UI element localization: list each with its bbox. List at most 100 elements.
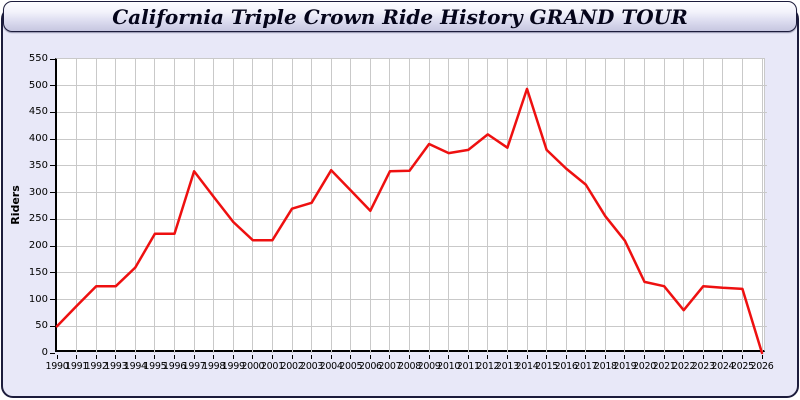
gridline-v [409, 59, 410, 353]
y-tick [50, 85, 55, 87]
x-tick-label: 2016 [554, 361, 578, 372]
chart-title: California Triple Crown Ride History GRA… [112, 4, 688, 29]
x-tick [174, 355, 175, 359]
y-tick-label: 450 [28, 106, 48, 118]
y-tick-label: 0 [41, 347, 48, 358]
gridline-v [487, 59, 489, 353]
x-tick-label: 2021 [652, 361, 676, 372]
x-tick [311, 355, 313, 359]
y-tick [50, 245, 55, 247]
gridline-v [467, 59, 469, 353]
gridline-h [57, 192, 767, 194]
x-tick [644, 355, 645, 359]
x-tick-label: 2006 [358, 361, 382, 372]
x-tick [604, 355, 606, 359]
x-tick-label: 1992 [84, 361, 108, 372]
y-tick [50, 325, 55, 327]
x-tick [193, 355, 195, 359]
y-tick [50, 272, 55, 274]
x-tick-label: 1998 [202, 361, 226, 372]
x-tick [291, 355, 293, 359]
x-tick [428, 355, 430, 359]
x-tick [350, 355, 352, 359]
x-tick [76, 355, 78, 359]
x-tick-label: 1991 [65, 361, 89, 372]
x-tick-label: 2007 [378, 361, 402, 372]
gridline-v [174, 59, 175, 353]
x-tick [663, 355, 665, 359]
x-tick-label: 2009 [417, 361, 441, 372]
gridline-v [663, 59, 665, 353]
gridline-v [644, 59, 645, 353]
x-tick [467, 355, 469, 359]
gridline-v [683, 59, 685, 353]
gridline-v [154, 59, 156, 353]
y-tick-label: 300 [28, 186, 48, 198]
x-tick-label: 2004 [319, 361, 343, 372]
gridline-v [330, 59, 332, 353]
gridline-v [213, 59, 215, 353]
gridline-h [57, 85, 767, 87]
x-tick [330, 355, 332, 359]
x-tick [624, 355, 626, 359]
x-tick-label: 2024 [711, 361, 735, 372]
gridline-v [252, 59, 254, 353]
x-tick-label: 2015 [535, 361, 559, 372]
y-tick-label: 500 [28, 79, 48, 91]
x-tick-label: 2000 [241, 361, 265, 372]
gridline-v [702, 59, 704, 353]
x-tick [683, 355, 685, 359]
x-tick-label: 1990 [45, 361, 69, 372]
x-tick-label: 2012 [476, 361, 500, 372]
gridline-v [193, 59, 195, 353]
x-tick-label: 2014 [515, 361, 539, 372]
x-tick [487, 355, 489, 359]
y-tick [50, 352, 55, 354]
gridline-h [57, 111, 767, 113]
x-tick [585, 355, 587, 359]
x-tick [506, 355, 508, 359]
y-tick-label: 100 [28, 293, 48, 305]
x-tick-label: 2026 [750, 361, 774, 372]
gridline-v [389, 59, 391, 353]
gridline-v [506, 59, 508, 353]
x-tick [448, 355, 450, 359]
y-tick [50, 138, 55, 140]
gridline-v [448, 59, 450, 353]
gridline-v [722, 59, 724, 353]
title-bar: California Triple Crown Ride History GRA… [3, 1, 797, 32]
plot-area: 0 50 100 150 200 250 300 350 400 450 500 550 1990 199… [29, 53, 774, 372]
x-tick [134, 355, 136, 359]
y-tick-label: 150 [28, 266, 48, 278]
x-tick-label: 2019 [613, 361, 637, 372]
gridline-v [761, 59, 763, 353]
gridline-v [95, 59, 97, 353]
y-tick [50, 111, 55, 113]
x-tick [56, 355, 58, 359]
gridline-v [741, 59, 743, 353]
riders-line-series [55, 87, 764, 355]
x-tick [565, 355, 567, 359]
gridline-v [585, 59, 587, 353]
riders-line-chart [55, 87, 764, 355]
x-tick-label: 2017 [574, 361, 598, 372]
x-tick-label: 1994 [123, 361, 147, 372]
x-tick [741, 355, 743, 359]
gridline-v [428, 59, 430, 353]
x-tick [115, 355, 117, 359]
x-tick-label: 2005 [339, 361, 363, 372]
y-axis-label: Riders [9, 185, 22, 225]
gridline-v [369, 59, 371, 353]
x-tick-label: 1996 [163, 361, 186, 372]
y-tick [50, 165, 55, 167]
x-tick-label: 1997 [182, 361, 206, 372]
gridline-v [134, 59, 136, 353]
chart-panel: Riders 0 50 100 150 200 250 300 350 400 450 500 550… [1, 7, 799, 398]
gridline-h [57, 245, 767, 247]
gridline-v [526, 59, 528, 353]
x-tick [232, 355, 234, 359]
x-tick-label: 2003 [300, 361, 324, 372]
x-tick [722, 355, 724, 359]
gridline-v [232, 59, 234, 353]
gridline-h [57, 272, 767, 274]
